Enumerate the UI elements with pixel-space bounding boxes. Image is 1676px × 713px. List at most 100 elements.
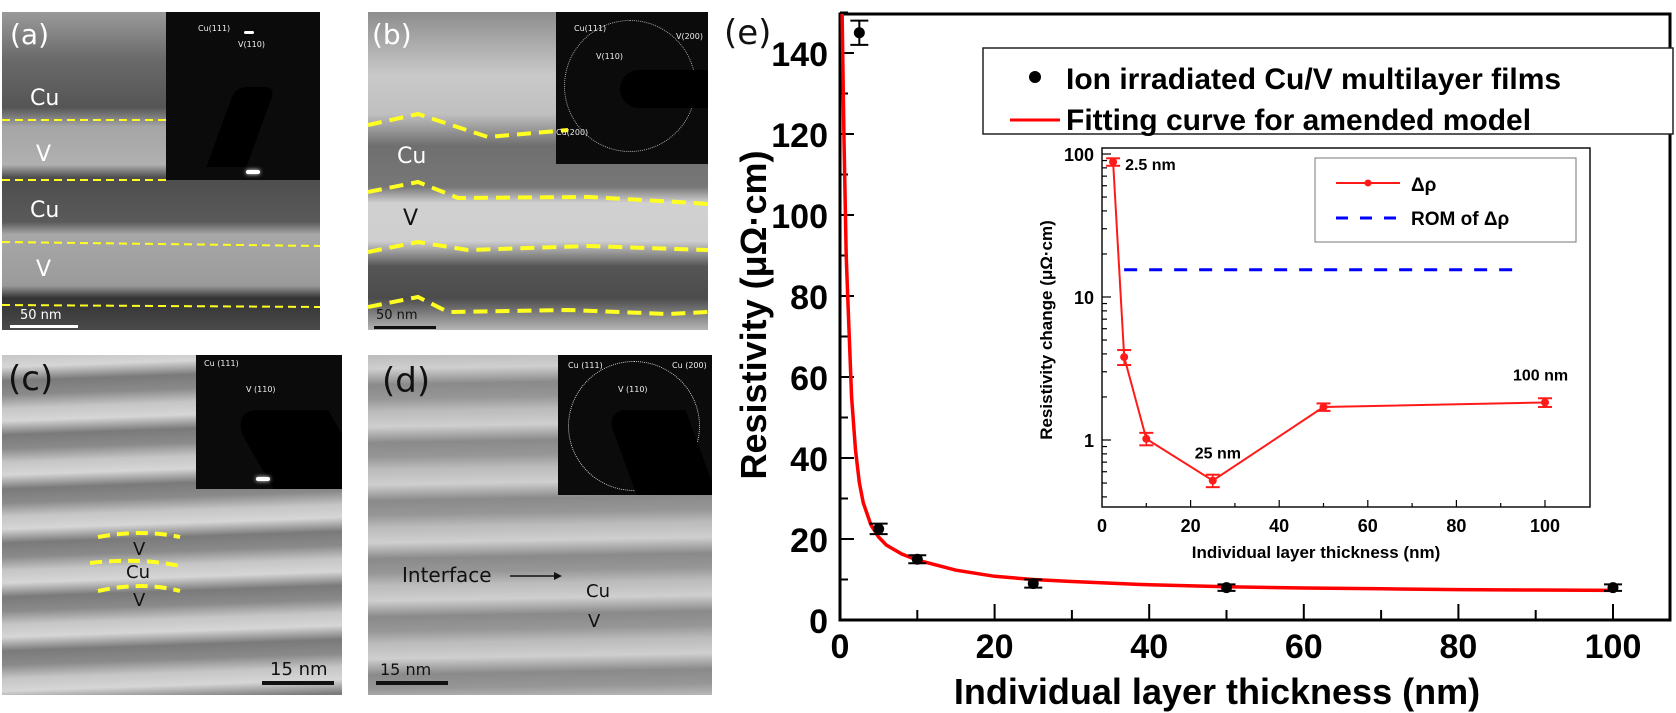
inset-chart: 1 10 100 0 20 40 60 80 100 2.5 nm 25 nm 100 nm Re… [1037,145,1591,562]
inset-x-tick-label: 40 [1269,516,1289,536]
main-y-tick-label: 0 [809,603,828,641]
inset-frame [1101,147,1591,508]
panel-label-c: (c) [8,359,54,399]
layer-label: Cu [126,562,150,583]
inset-legend-label-delta: Δρ [1411,175,1437,196]
panel-label-a: (a) [10,18,50,51]
inset-x-tick-label: 60 [1358,516,1378,536]
saed-inset-b: Cu(111) V(110) V(200) Cu(200) [556,12,708,164]
inset-x-axis-label: Individual layer thickness (nm) [1192,543,1440,562]
main-y-tick-label: 40 [790,441,828,479]
inset-legend-box [1314,157,1577,243]
inset-x-tick-label: 20 [1181,516,1201,536]
data-marker [1607,582,1619,594]
main-legend: Ion irradiated Cu/V multilayer films Fit… [982,47,1674,137]
main-x-tick-label: 20 [976,628,1014,666]
main-y-tick-label: 80 [790,279,828,317]
data-marker [873,523,885,535]
legend-label-fit: Fitting curve for amended model [1066,104,1531,137]
data-point [1217,582,1236,594]
panel-label-b: (b) [372,18,412,51]
data-marker [853,27,865,39]
saed-label-v110: V (110) [618,385,648,394]
inset-y-axis-label: Resistivity change (μΩ·cm) [1037,220,1056,440]
layer-label: Cu [30,86,60,111]
delta-rho-line [1112,161,1546,482]
delta-rho-marker [1208,476,1217,485]
saed-label-v110: V(110) [596,52,623,61]
saed-label-v110: V (110) [246,385,276,394]
diffraction-spot [256,477,270,481]
data-point [908,553,927,565]
scale-label-a: 50 nm [20,308,62,323]
main-legend-box [982,47,1674,135]
fit-curve-line [840,14,1614,593]
layer-boundaries-b [368,111,708,317]
data-point [869,522,888,536]
main-y-tick-label: 120 [771,117,828,155]
main-y-tick-label: 60 [790,360,828,398]
inset-annotation: 100 nm [1513,367,1568,384]
tem-panel-a: Cu(111) V(110) (a) Cu V Cu V 50 nm [2,12,320,330]
layer-label: V [403,206,419,231]
delta-rho-marker [1109,157,1118,166]
tem-panel-d: Cu (111) V (110) Cu (200) (d) Interface … [368,355,712,695]
delta-rho-marker [1319,403,1328,412]
main-y-axis-label: Resistivity (μΩ·cm) [733,151,774,480]
main-x-axis-label: Individual layer thickness (nm) [954,671,1480,712]
saed-label-cu111: Cu(111) [198,24,231,33]
interface-arrow [510,572,562,580]
delta-rho-point [1139,431,1154,447]
layer-label: V [36,257,52,282]
main-x-tick-label: 0 [831,628,850,666]
scale-bar-a [10,325,78,328]
tem-panel-c: Cu (111) V (110) (c) V Cu V 15 nm [2,355,342,695]
main-y-tick-label: 100 [771,198,828,236]
data-marker [911,553,923,565]
inset-y-tick-label: 1 [1084,431,1094,451]
legend-marker-points [1029,71,1041,83]
scale-bar-c [262,681,334,685]
delta-rho-point [1106,157,1121,167]
layer-boundaries-a [2,119,320,308]
data-point [1604,582,1622,594]
scale-bar-d [376,681,448,685]
inset-annotation: 2.5 nm [1125,157,1176,174]
diffraction-spot [244,31,254,34]
delta-rho-point [1117,349,1132,367]
inset-x-tick-label: 100 [1530,516,1560,536]
inset-x-tick-label: 0 [1097,516,1107,536]
layer-boundaries-c [89,531,185,593]
tem-panel-b: Cu(111) V(110) V(200) Cu(200) (b) Cu V 5… [368,12,708,330]
scale-label-d: 15 nm [380,660,432,679]
saed-label-cu200: Cu (200) [672,361,707,370]
saed-label-cu111: Cu (111) [204,359,239,368]
scale-label-c: 15 nm [270,659,328,680]
delta-rho-marker [1541,398,1549,407]
layer-label: V [36,142,52,167]
interface-label: Interface [402,563,492,587]
main-x-tick-label: 40 [1130,628,1168,666]
saed-inset-d: Cu (111) V (110) Cu (200) [558,355,712,495]
saed-label-v110: V(110) [238,40,265,49]
layer-label: V [133,590,146,611]
layer-label: Cu [30,198,60,223]
saed-label-cu111: Cu(111) [574,24,607,33]
main-plot-frame [838,12,1672,622]
main-y-tick-label: 20 [790,522,828,560]
main-x-tick-label: 100 [1585,628,1642,666]
inset-annotation: 25 nm [1195,446,1241,463]
saed-label-v200: V(200) [676,32,703,41]
delta-rho-marker [1120,353,1129,362]
saed-label-cu111: Cu (111) [568,361,603,370]
inset-x-tick-label: 80 [1446,516,1466,536]
data-point [850,19,869,46]
inset-legend-dot [1364,179,1372,187]
delta-rho-point [1205,473,1220,489]
main-y-tick-label: 140 [771,36,828,74]
main-x-tick-label: 80 [1439,628,1477,666]
delta-rho-marker [1142,434,1151,443]
panel-label-d: (d) [382,361,431,401]
scale-label-b: 50 nm [376,308,418,323]
panel-label-e: (e) [724,13,771,53]
